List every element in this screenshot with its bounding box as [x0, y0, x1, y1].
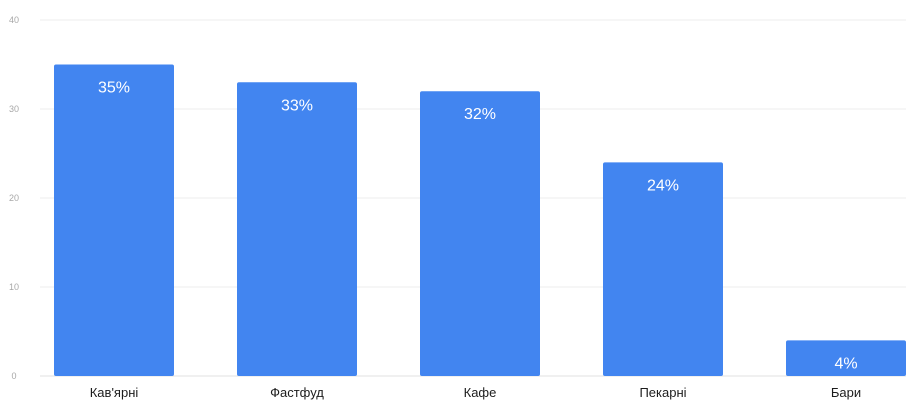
- y-tick-label: 30: [9, 104, 19, 114]
- x-axis: Кав'ярні Фастфуд Кафе Пекарні Бари: [90, 385, 861, 400]
- bar: [786, 340, 906, 376]
- x-tick-label: Кав'ярні: [90, 385, 139, 400]
- bar: [603, 162, 723, 376]
- bar-value-label: 4%: [834, 355, 857, 372]
- x-tick-label: Кафе: [464, 385, 497, 400]
- data-label-layer: 35% 33% 32% 24% 4%: [98, 80, 858, 373]
- bar: [420, 91, 540, 376]
- bar-layer: [54, 64, 906, 377]
- bar-value-label: 24%: [647, 177, 679, 194]
- y-tick-label: 20: [9, 193, 19, 203]
- y-tick-label: 40: [9, 15, 19, 25]
- bar: [237, 82, 357, 377]
- bar: [54, 64, 174, 376]
- x-tick-label: Фастфуд: [270, 385, 324, 400]
- y-tick-label: 0: [11, 371, 16, 381]
- x-tick-label: Бари: [831, 385, 861, 400]
- y-axis: 0 10 20 30 40: [9, 15, 19, 381]
- x-tick-label: Пекарні: [639, 385, 686, 400]
- bar-value-label: 33%: [281, 97, 313, 114]
- bar-value-label: 32%: [464, 106, 496, 123]
- y-tick-label: 10: [9, 282, 19, 292]
- bar-value-label: 35%: [98, 80, 130, 97]
